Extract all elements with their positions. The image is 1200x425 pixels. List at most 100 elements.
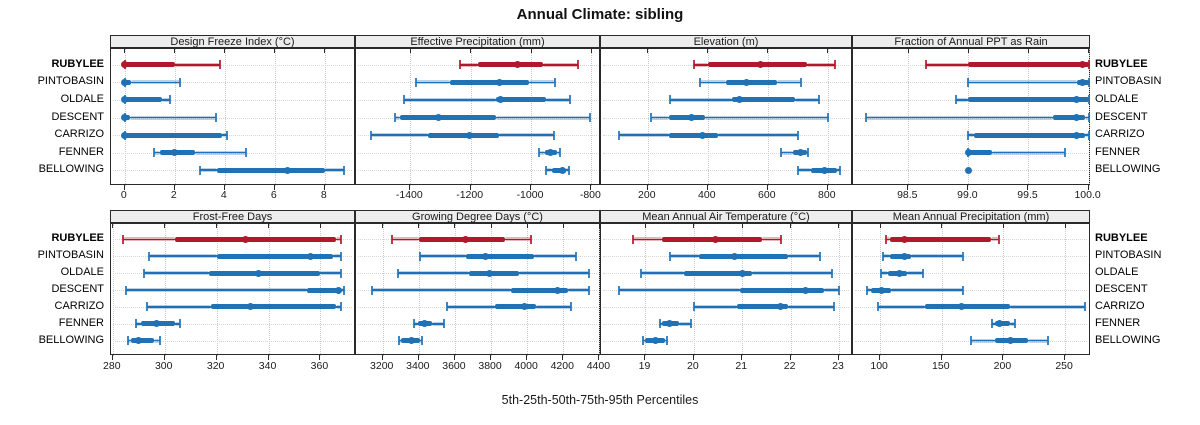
axis-tick-label: 0: [120, 189, 127, 201]
lower-tail-5-25: [414, 321, 418, 326]
upper-tail-75-95: [519, 271, 590, 276]
iqr-band-25-75: [725, 79, 777, 85]
whisker-cap-p5: [370, 285, 373, 295]
whisker-cap-p5: [403, 95, 406, 105]
lower-tail-5-25: [781, 150, 794, 155]
panel-strip: Frost-Free Days: [110, 210, 355, 223]
iqr-band-25-75: [889, 236, 992, 242]
whisker-cap-p95: [587, 285, 590, 295]
whisker-cap-p5: [865, 285, 868, 295]
lower-tail-5-25: [669, 254, 699, 259]
iqr-band-25-75: [211, 304, 336, 310]
site-label-rubylee: RUBYLEE: [51, 57, 104, 70]
lower-tail-5-25: [128, 338, 131, 343]
median-dot: [821, 166, 829, 174]
panel-strip: Fraction of Annual PPT as Rain: [852, 35, 1090, 48]
lower-tail-5-25: [926, 62, 969, 67]
row-gridline: [603, 340, 849, 342]
lower-tail-5-25: [419, 254, 466, 259]
axis-tick-label: 3800: [478, 360, 502, 372]
axis-tick-bottom: [706, 185, 708, 190]
axis-tick-label: -800: [579, 189, 601, 201]
upper-tail-75-95: [174, 62, 220, 67]
whisker-cap-p5: [955, 95, 958, 105]
axis-tick-bottom: [766, 185, 768, 190]
lower-tail-5-25: [866, 115, 1053, 120]
whisker-cap-p5: [617, 285, 620, 295]
gridline-vertical: [599, 224, 601, 356]
upper-tail-75-95: [907, 271, 924, 276]
axis-tick-label: -1000: [516, 189, 544, 201]
whisker-cap-p5: [445, 302, 448, 312]
axis-tick-bottom: [562, 355, 564, 360]
axis-tick-bottom: [409, 185, 411, 190]
iqr-band-25-75: [399, 115, 497, 120]
lower-tail-5-25: [136, 321, 142, 326]
median-dot: [687, 114, 695, 121]
upper-tail-75-95: [565, 168, 569, 173]
whisker-cap-p95: [1087, 113, 1090, 122]
row-gridline: [113, 323, 352, 325]
row-gridline: [113, 82, 352, 84]
whisker-cap-p5: [780, 148, 783, 158]
whisker-cap-p95: [215, 113, 217, 122]
upper-tail-75-95: [546, 97, 571, 102]
whisker-cap-p5: [991, 319, 994, 329]
iqr-band-25-75: [494, 304, 537, 310]
lower-tail-5-25: [633, 237, 663, 242]
median-dot: [1073, 131, 1081, 139]
whisker-cap-p95: [1063, 148, 1066, 158]
row-gridline: [113, 117, 352, 119]
axis-tick-label: 4: [220, 189, 227, 201]
whisker-cap-p5: [152, 148, 155, 158]
whisker-cap-p95: [588, 268, 591, 278]
whisker-cap-p5: [925, 60, 928, 70]
upper-tail-75-95: [336, 237, 342, 242]
axis-tick-top: [790, 224, 792, 228]
upper-tail-75-95: [788, 254, 820, 259]
axis-tick-top: [224, 49, 226, 53]
median-dot: [171, 149, 179, 157]
whisker-cap-p95: [218, 60, 221, 70]
whisker-cap-p95: [807, 148, 810, 158]
panel-plot: [110, 48, 355, 186]
upper-tail-75-95: [776, 80, 801, 85]
axis-tick-bottom: [267, 355, 269, 360]
lower-tail-5-25: [694, 62, 708, 67]
whisker-cap-p95: [342, 165, 345, 175]
median-dot: [896, 269, 904, 277]
upper-tail-75-95: [891, 288, 963, 292]
axis-tick-top: [164, 224, 166, 228]
whisker-cap-p95: [552, 130, 555, 140]
axis-tick-bottom: [1064, 355, 1066, 360]
axis-tick-label: 360: [310, 360, 329, 372]
median-dot: [1079, 78, 1087, 86]
iqr-band-25-75: [1052, 115, 1085, 120]
lower-tail-5-25: [643, 338, 646, 343]
axis-tick-label: 4000: [514, 360, 538, 372]
whisker-cap-p95: [158, 336, 161, 346]
axis-tick-bottom: [453, 355, 455, 360]
iqr-band-25-75: [737, 304, 789, 310]
upper-tail-75-95: [529, 80, 556, 85]
whisker-cap-p5: [618, 130, 621, 140]
axis-tick-top: [418, 224, 420, 228]
upper-tail-75-95: [910, 254, 963, 259]
whisker-cap-p5: [135, 319, 138, 329]
site-label-oldale: OLDALE: [1095, 266, 1139, 279]
upper-tail-75-95: [1028, 338, 1048, 343]
axis-tick-bottom: [692, 355, 694, 360]
axis-tick-top: [382, 224, 384, 228]
axis-tick-label: 300: [154, 360, 173, 372]
whisker-cap-p5: [967, 130, 970, 140]
iqr-band-25-75: [889, 253, 911, 259]
upper-tail-75-95: [991, 237, 999, 242]
upper-tail-75-95: [717, 133, 798, 138]
whisker-cap-p5: [397, 336, 400, 346]
whisker-cap-p95: [340, 251, 343, 261]
axis-tick-top: [767, 49, 769, 53]
median-dot: [547, 149, 555, 157]
site-label-carrizo: CARRIZO: [54, 128, 105, 141]
whisker-cap-p95: [779, 234, 782, 244]
whisker-cap-p95: [567, 165, 570, 175]
